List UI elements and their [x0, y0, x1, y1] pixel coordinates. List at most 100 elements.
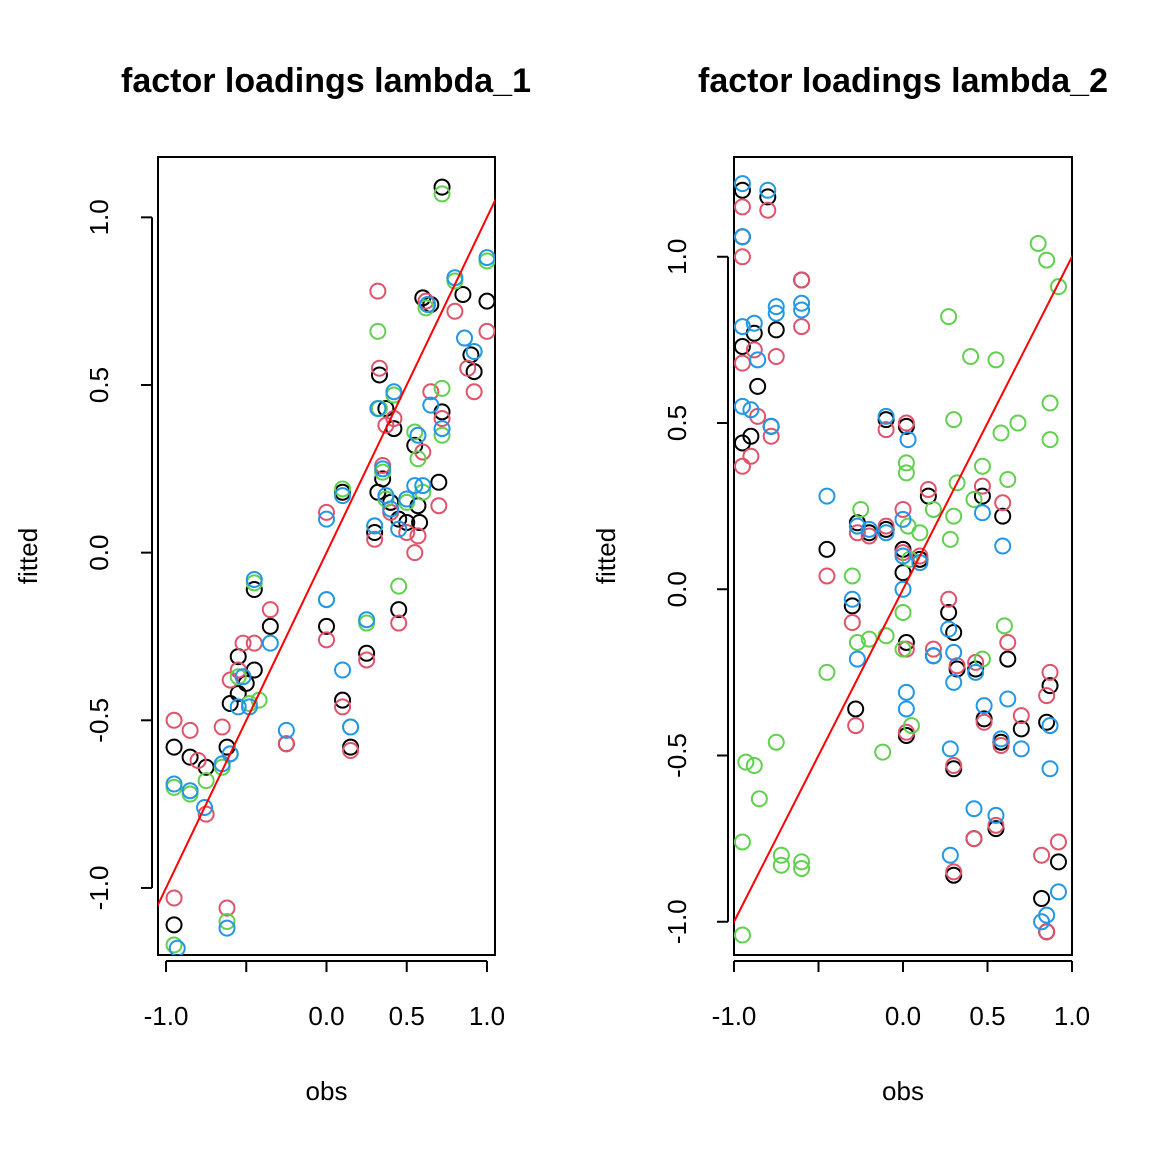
- data-point: [369, 322, 387, 340]
- data-point: [962, 348, 980, 365]
- data-point: [197, 805, 215, 823]
- data-point: [334, 661, 352, 679]
- data-point: [414, 477, 432, 495]
- data-point: [229, 698, 247, 716]
- points-layer: [165, 178, 495, 955]
- series-3: [734, 234, 1067, 944]
- data-point: [995, 617, 1013, 635]
- data-point: [165, 936, 183, 954]
- data-point: [843, 590, 861, 608]
- data-point: [370, 366, 388, 384]
- data-point: [767, 304, 785, 322]
- data-point: [767, 733, 785, 751]
- data-point: [749, 351, 767, 369]
- data-point: [734, 318, 751, 336]
- data-point: [992, 737, 1010, 755]
- data-point: [793, 860, 811, 878]
- data-point: [843, 614, 861, 631]
- data-point: [847, 717, 865, 735]
- data-point: [277, 721, 295, 739]
- data-point: [234, 668, 252, 686]
- data-point: [894, 580, 912, 598]
- data-point: [1049, 883, 1067, 901]
- data-point: [767, 298, 785, 316]
- data-point: [749, 377, 767, 395]
- data-point: [189, 752, 207, 770]
- data-point: [793, 318, 811, 336]
- data-point: [940, 590, 958, 608]
- data-point: [1038, 713, 1056, 731]
- data-point: [750, 790, 768, 808]
- data-point: [924, 647, 942, 665]
- data-point: [848, 524, 866, 542]
- data-point: [1038, 251, 1056, 269]
- data-point: [793, 294, 811, 312]
- data-point: [852, 500, 870, 518]
- data-point: [433, 426, 451, 444]
- data-point: [877, 421, 895, 439]
- data-point: [181, 748, 199, 766]
- data-point: [422, 383, 440, 401]
- y-tick-label: 0.0: [662, 571, 692, 607]
- data-point: [261, 634, 279, 652]
- data-point: [945, 673, 963, 691]
- data-point: [165, 889, 183, 907]
- data-point: [945, 863, 963, 881]
- data-point: [734, 175, 751, 193]
- data-point: [911, 524, 929, 542]
- data-point: [973, 650, 991, 668]
- data-point: [277, 735, 295, 753]
- data-point: [1049, 278, 1067, 296]
- data-point: [430, 473, 448, 491]
- x-axis: -1.0 0.0 0.5 1.0: [712, 960, 1090, 1031]
- data-point: [342, 741, 360, 759]
- data-point: [390, 577, 408, 595]
- y-tick-label: 1.0: [84, 199, 114, 235]
- data-point: [877, 627, 895, 645]
- data-point: [1012, 707, 1030, 725]
- data-point: [999, 690, 1017, 708]
- data-point: [899, 431, 917, 449]
- data-point: [948, 474, 966, 492]
- data-point: [742, 401, 760, 419]
- data-point: [398, 524, 416, 542]
- x-tick-label: 1.0: [469, 1001, 505, 1031]
- data-point: [734, 248, 751, 266]
- data-point: [877, 520, 895, 538]
- data-point: [342, 718, 360, 736]
- data-point: [406, 544, 424, 562]
- data-point: [759, 181, 777, 199]
- data-point: [1049, 833, 1067, 851]
- data-point: [318, 510, 335, 528]
- data-point: [941, 740, 959, 758]
- data-point: [897, 683, 915, 701]
- data-point: [967, 663, 985, 681]
- data-point: [897, 454, 915, 472]
- x-tick-label: -1.0: [144, 1001, 189, 1031]
- data-point: [745, 756, 763, 774]
- data-point: [945, 756, 963, 774]
- data-point: [419, 296, 437, 314]
- y-tick-label: 0.5: [662, 405, 692, 441]
- data-point: [398, 490, 416, 508]
- x-tick-label: 1.0: [1054, 1001, 1090, 1031]
- data-point: [369, 399, 387, 417]
- data-point: [1041, 394, 1059, 412]
- data-point: [374, 460, 392, 478]
- data-point: [218, 899, 236, 917]
- data-point: [734, 198, 751, 216]
- data-point: [945, 623, 963, 641]
- data-point: [874, 743, 892, 761]
- data-point: [999, 650, 1017, 668]
- reference-line: [158, 198, 495, 908]
- chart-title: factor loadings lambda_2: [698, 62, 1108, 100]
- data-point: [318, 503, 335, 521]
- data-point: [965, 800, 983, 818]
- data-point: [221, 745, 239, 763]
- data-point: [940, 604, 958, 622]
- data-point: [987, 806, 1005, 824]
- data-point: [877, 524, 895, 542]
- data-point: [165, 775, 183, 793]
- data-point: [945, 643, 963, 661]
